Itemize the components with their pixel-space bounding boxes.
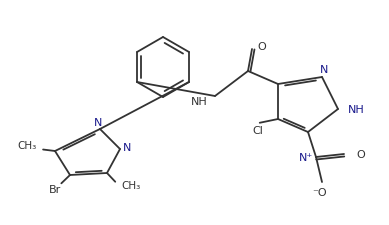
Text: CH₃: CH₃ bbox=[121, 180, 140, 190]
Text: N: N bbox=[94, 117, 102, 127]
Text: NH: NH bbox=[191, 97, 208, 106]
Text: CH₃: CH₃ bbox=[18, 140, 37, 150]
Text: ⁻O: ⁻O bbox=[313, 187, 327, 197]
Text: Br: Br bbox=[49, 184, 61, 194]
Text: N: N bbox=[123, 142, 131, 152]
Text: N⁺: N⁺ bbox=[299, 152, 313, 162]
Text: Cl: Cl bbox=[252, 125, 263, 135]
Text: O: O bbox=[356, 149, 365, 159]
Text: N: N bbox=[320, 65, 328, 75]
Text: O: O bbox=[257, 42, 266, 52]
Text: NH: NH bbox=[348, 105, 365, 115]
